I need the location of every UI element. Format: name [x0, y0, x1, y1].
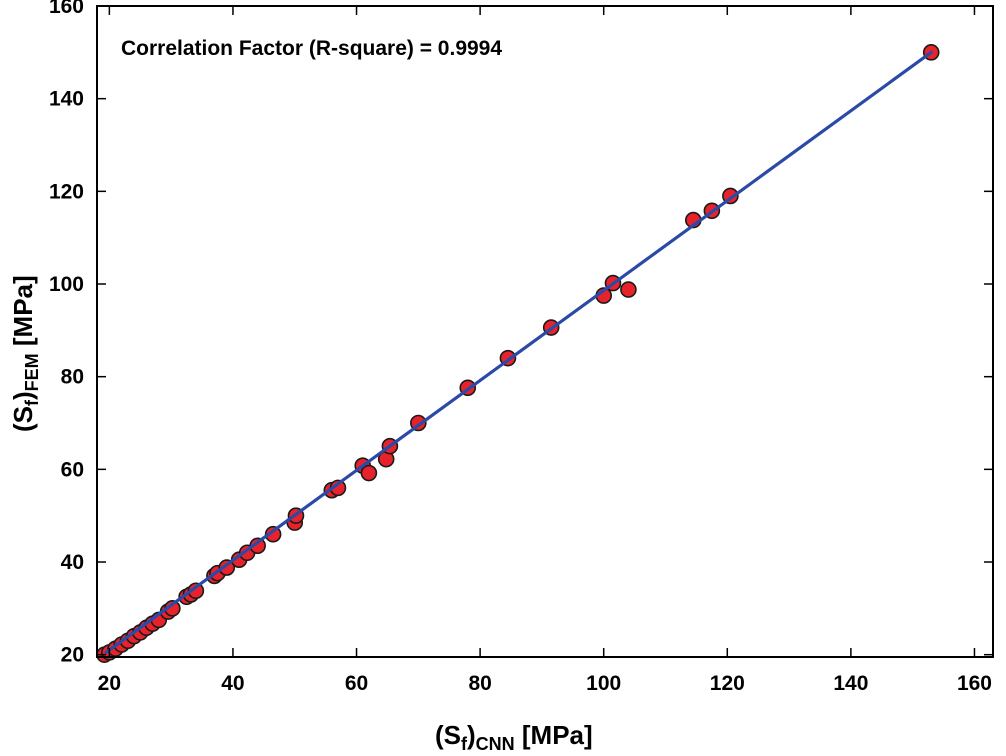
data-point: [264, 525, 282, 543]
y-tick-label: 140: [49, 88, 84, 111]
y-tick-label: 100: [49, 273, 84, 296]
y-tick-label: 120: [49, 180, 84, 203]
y-tick-labels: 20 40 60 80 100 120 140 160: [49, 0, 84, 667]
x-tick-label: 20: [98, 672, 121, 695]
y-label-unit: [MPa]: [8, 275, 38, 353]
y-label-mid: ): [8, 391, 38, 400]
x-label-sub2: CNN: [476, 734, 515, 754]
x-tick-label: 80: [468, 672, 491, 695]
x-tick-label: 100: [586, 672, 621, 695]
x-tick-label: 160: [957, 672, 992, 695]
fit-line: [104, 50, 933, 654]
x-label-mid: ): [467, 720, 476, 750]
y-tick-label: 40: [61, 551, 84, 574]
x-label-unit: [MPa]: [515, 720, 593, 750]
y-tick-label: 20: [61, 644, 84, 667]
x-label-main: (S: [435, 720, 461, 750]
x-axis-label: (Sf)CNN [MPa]: [435, 720, 593, 754]
y-axis-label: (Sf)FEM [MPa]: [8, 275, 42, 432]
x-tick-label: 40: [221, 672, 244, 695]
y-tick-label: 80: [61, 366, 84, 389]
x-tick-labels: 20 40 60 80 100 120 140 160: [98, 672, 992, 695]
y-label-sub2: FEM: [22, 353, 42, 391]
x-tick-label: 140: [833, 672, 868, 695]
y-tick-label: 60: [61, 458, 84, 481]
data-point: [620, 281, 637, 298]
y-label-main: (S: [8, 406, 38, 432]
x-label-sub1: f: [461, 734, 468, 754]
x-tick-label: 120: [710, 672, 745, 695]
plot-frame: [96, 5, 994, 658]
x-tick-label: 60: [345, 672, 368, 695]
axes-layer: [96, 5, 994, 658]
y-tick-label: 160: [49, 0, 84, 18]
r-square-annotation: Correlation Factor (R-square) = 0.9994: [121, 37, 502, 60]
data-point: [360, 464, 378, 482]
y-label-sub1: f: [22, 399, 42, 406]
